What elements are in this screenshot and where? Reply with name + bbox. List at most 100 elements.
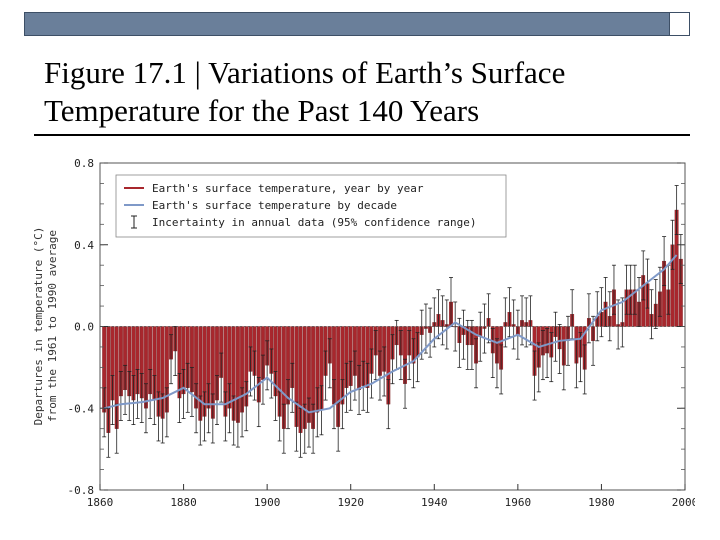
- error-bar: [403, 358, 408, 409]
- error-bar: [678, 234, 683, 284]
- error-bar: [189, 366, 194, 417]
- title-line-2: Temperature for the Past 140 Years: [44, 93, 480, 128]
- legend-swatch-uncertainty: [131, 215, 137, 229]
- error-bar: [632, 264, 637, 315]
- error-bar: [181, 369, 186, 419]
- error-bar: [407, 330, 412, 381]
- error-bar: [532, 350, 537, 401]
- error-bar: [273, 371, 278, 421]
- error-bar: [457, 317, 462, 368]
- error-bar: [127, 371, 132, 421]
- error-bar: [428, 307, 433, 358]
- error-bar: [219, 352, 224, 403]
- y-axis-label-line-2: from the 1961 to 1990 average: [46, 230, 59, 422]
- error-bar: [231, 395, 236, 446]
- error-bar: [361, 360, 366, 411]
- error-bar: [641, 250, 646, 301]
- error-bar: [323, 350, 328, 401]
- y-tick-label: 0.8: [74, 157, 94, 170]
- legend-entry-uncertainty: Incertainty in annual data (95% confiden…: [152, 216, 477, 229]
- error-bar: [511, 299, 516, 350]
- y-axis-label-line-1: Departures in temperature (°C): [32, 227, 45, 426]
- error-bars: [102, 185, 683, 458]
- error-bar: [135, 369, 140, 419]
- error-bar: [118, 371, 123, 421]
- error-bar: [469, 319, 474, 370]
- error-bar: [390, 334, 395, 385]
- error-bar: [198, 395, 203, 446]
- error-bar: [528, 295, 533, 346]
- y-axis-ticks: 0.8 0.4 0.0 -0.4 -0.8: [68, 157, 685, 497]
- error-bar: [202, 391, 207, 442]
- error-bar: [185, 362, 190, 413]
- error-bar: [131, 375, 136, 426]
- error-bar: [210, 393, 215, 444]
- error-bar: [256, 377, 261, 428]
- error-bar: [110, 375, 115, 426]
- y-tick-label: 0.4: [74, 239, 94, 252]
- error-bar: [499, 344, 504, 395]
- error-bar: [340, 379, 345, 430]
- y-tick-label: -0.8: [68, 484, 95, 497]
- error-bar: [616, 299, 621, 350]
- error-bar: [306, 397, 311, 448]
- error-bar: [494, 338, 499, 389]
- error-bar: [411, 338, 416, 389]
- error-bar: [382, 346, 387, 397]
- error-bar: [436, 289, 441, 340]
- error-bar: [386, 379, 391, 430]
- error-bar: [248, 346, 253, 397]
- error-bar: [482, 303, 487, 354]
- error-bar: [620, 297, 625, 348]
- error-bar: [591, 315, 596, 366]
- error-bar: [440, 295, 445, 346]
- error-bar: [674, 185, 679, 235]
- error-bar: [624, 264, 629, 315]
- error-bar: [444, 299, 449, 350]
- x-axis-ticks: 1860 1880 1900 1920 1940 1960 1980 2000: [87, 484, 695, 509]
- error-bar: [357, 364, 362, 415]
- error-bar: [490, 328, 495, 378]
- error-bar: [177, 373, 182, 423]
- error-bar: [545, 328, 550, 378]
- error-bar: [290, 362, 295, 413]
- error-bar: [369, 348, 374, 399]
- error-bar: [578, 332, 583, 383]
- error-bar: [540, 330, 545, 381]
- header-box: [669, 13, 689, 35]
- error-bar: [657, 266, 662, 317]
- error-bar: [348, 360, 353, 411]
- error-bar: [327, 338, 332, 389]
- error-bar: [148, 369, 153, 419]
- x-tick-label: 1880: [170, 496, 197, 509]
- error-bar: [536, 342, 541, 393]
- error-bar: [453, 301, 458, 352]
- error-bar: [582, 344, 587, 395]
- error-bar: [649, 289, 654, 340]
- error-bar: [269, 348, 274, 399]
- temperature-chart: 0.8 0.4 0.0 -0.4 -0.8 1860 1880 1900 1920 1940 19…: [30, 155, 695, 515]
- legend-entry-decade: Earth's surface temperature by decade: [152, 199, 397, 212]
- error-bar: [423, 303, 428, 354]
- error-bar: [549, 332, 554, 383]
- error-bar: [139, 373, 144, 423]
- error-bar: [160, 393, 165, 444]
- slide-title: Figure 17.1 | Variations of Earth’s Surf…: [44, 54, 704, 130]
- error-bar: [281, 403, 286, 454]
- error-bar: [265, 340, 270, 391]
- header-bar: [24, 12, 690, 36]
- error-bar: [206, 383, 211, 434]
- decade-line: [103, 254, 678, 414]
- error-bar: [662, 236, 667, 287]
- error-bar: [215, 375, 219, 426]
- title-underline: [34, 134, 690, 136]
- x-tick-label: 2000: [672, 496, 695, 509]
- error-bar: [486, 293, 491, 344]
- error-bar: [586, 293, 591, 344]
- error-bar: [344, 362, 349, 413]
- error-bar: [227, 383, 232, 434]
- error-bar: [286, 379, 291, 430]
- error-bar: [123, 364, 128, 415]
- error-bar: [653, 279, 658, 329]
- error-bar: [302, 403, 307, 454]
